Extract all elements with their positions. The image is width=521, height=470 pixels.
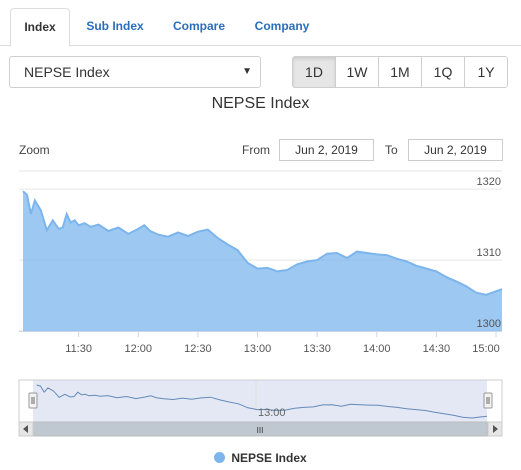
legend-label: NEPSE Index <box>231 451 307 465</box>
range-selector: 1D 1W 1M 1Q 1Y <box>292 56 508 88</box>
navigator-selection[interactable] <box>33 380 487 422</box>
navigator-right-handle[interactable] <box>483 392 493 409</box>
index-select[interactable]: NEPSE Index ▼ <box>9 56 261 88</box>
x-tick-label: 14:30 <box>423 343 451 355</box>
navigator-time-label: 13:00 <box>258 407 286 419</box>
tab-company[interactable]: Company <box>254 19 310 33</box>
range-button-1y[interactable]: 1Y <box>464 56 508 88</box>
x-tick-label: 12:30 <box>184 343 212 355</box>
scrollbar-right-arrow[interactable] <box>487 421 503 437</box>
index-tabs: Index Sub Index Compare Company <box>0 0 521 47</box>
y-tick-label: 1320 <box>477 176 501 188</box>
range-button-1d[interactable]: 1D <box>292 56 336 88</box>
x-tick-label: 13:30 <box>303 343 331 355</box>
y-tick-label: 1310 <box>477 247 501 259</box>
chevron-down-icon: ▼ <box>242 66 252 77</box>
x-tick-label: 12:00 <box>124 343 152 355</box>
from-date-input[interactable]: Jun 2, 2019 <box>279 139 374 161</box>
scrollbar-left-arrow[interactable] <box>18 421 34 437</box>
tab-index[interactable]: Index <box>10 8 70 47</box>
tab-sub-index[interactable]: Sub Index <box>86 19 144 33</box>
to-date-input[interactable]: Jun 2, 2019 <box>408 139 503 161</box>
series-line <box>22 190 503 296</box>
tab-compare[interactable]: Compare <box>172 19 225 33</box>
x-tick-label: 13:00 <box>244 343 272 355</box>
to-label: To <box>385 143 398 157</box>
chart-title: NEPSE Index <box>211 95 310 112</box>
index-select-value: NEPSE Index <box>24 64 110 80</box>
y-tick-label: 1300 <box>477 318 501 330</box>
range-button-1q[interactable]: 1Q <box>421 56 465 88</box>
legend-item[interactable]: NEPSE Index <box>0 451 521 465</box>
x-tick-label: 14:00 <box>363 343 391 355</box>
series-area <box>23 191 502 331</box>
scrollbar-grip-icon: III <box>257 426 264 435</box>
index-chart: 1300 1310 1320 11:30 12:00 12:30 13:00 13:30 14… <box>18 170 503 437</box>
from-label: From <box>242 143 270 157</box>
range-button-1w[interactable]: 1W <box>335 56 379 88</box>
y-axis: 1300 1310 1320 <box>477 176 501 330</box>
navigator-left-handle[interactable] <box>28 392 38 409</box>
range-button-1m[interactable]: 1M <box>378 56 422 88</box>
x-tick-label: 15:00 <box>472 343 500 355</box>
legend-dot-icon <box>214 452 226 463</box>
x-axis: 11:30 12:00 12:30 13:00 13:30 14:00 14:30 15:00 <box>19 331 502 355</box>
navigator-series-line <box>36 384 488 419</box>
x-tick-label: 11:30 <box>65 343 92 355</box>
zoom-label: Zoom <box>19 143 50 157</box>
